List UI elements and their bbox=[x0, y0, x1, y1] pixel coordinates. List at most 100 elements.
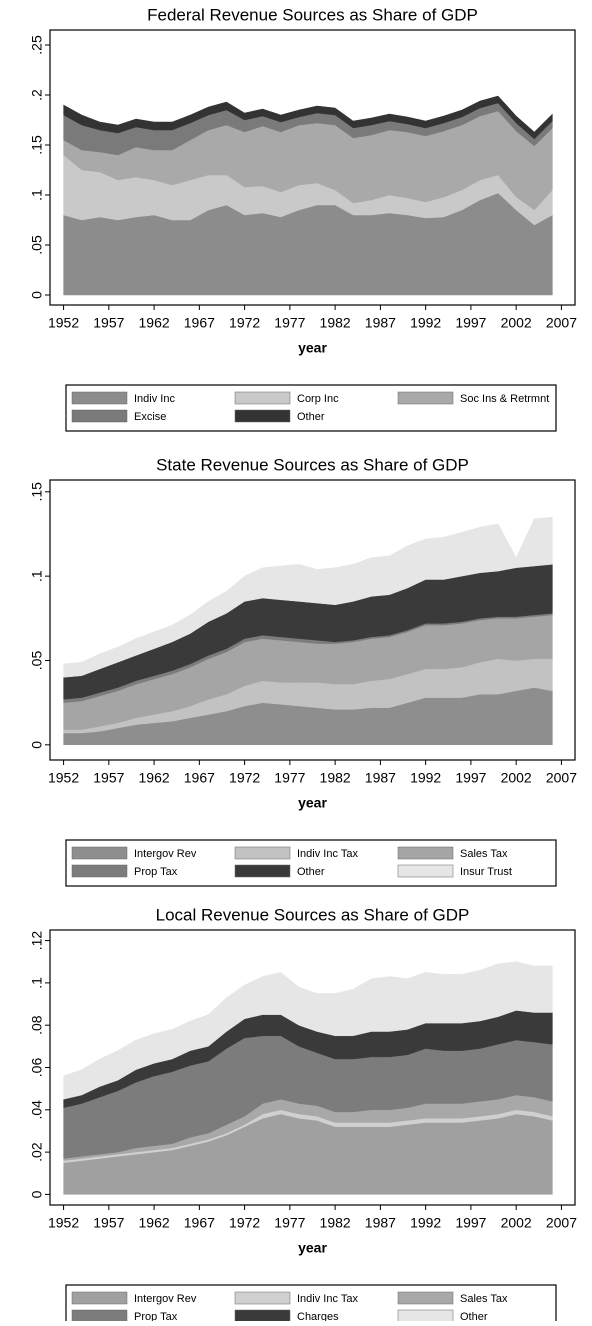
x-tick-label: 2002 bbox=[501, 1215, 532, 1231]
chart-title: Federal Revenue Sources as Share of GDP bbox=[147, 5, 478, 24]
legend-swatch bbox=[71, 846, 128, 860]
x-tick-label: 1967 bbox=[184, 315, 215, 331]
x-tick-label: 1997 bbox=[455, 1215, 486, 1231]
area bbox=[63, 95, 553, 140]
legend-swatch bbox=[397, 1291, 454, 1305]
legend-label: Other bbox=[460, 1311, 488, 1321]
legend-label: Charges bbox=[297, 1311, 339, 1321]
y-tick-label: .15 bbox=[29, 135, 45, 155]
legend-box bbox=[65, 384, 557, 432]
x-tick-label: 2002 bbox=[501, 770, 532, 786]
legend-label: Excise bbox=[134, 411, 166, 423]
legend-swatch bbox=[234, 1291, 291, 1305]
legend-swatch bbox=[234, 864, 291, 878]
x-tick-label: 1952 bbox=[48, 770, 79, 786]
legend-label: Indiv Inc bbox=[134, 393, 175, 405]
x-tick-label: 2007 bbox=[546, 1215, 577, 1231]
x-tick-label: 1982 bbox=[320, 315, 351, 331]
legend-label: Prop Tax bbox=[134, 1311, 178, 1321]
x-tick-label: 1992 bbox=[410, 315, 441, 331]
y-tick-label: .12 bbox=[29, 931, 45, 951]
legend-swatch bbox=[71, 864, 128, 878]
legend-swatch bbox=[397, 864, 454, 878]
x-tick-label: 1962 bbox=[139, 1215, 170, 1231]
legend-swatch bbox=[71, 1309, 128, 1323]
x-tick-label: 1987 bbox=[365, 770, 396, 786]
chart-title: Local Revenue Sources as Share of GDP bbox=[156, 905, 470, 924]
x-tick-label: 1977 bbox=[274, 315, 305, 331]
legend-label: Corp Inc bbox=[297, 393, 339, 405]
legend-swatch bbox=[71, 409, 128, 423]
legend-label: Other bbox=[297, 866, 325, 878]
legend-swatch bbox=[234, 846, 291, 860]
legend-label: Soc Ins & Retrmnt bbox=[460, 393, 549, 405]
x-tick-label: 1962 bbox=[139, 770, 170, 786]
x-tick-label: 1982 bbox=[320, 1215, 351, 1231]
legend-label: Insur Trust bbox=[460, 866, 512, 878]
x-tick-label: 1997 bbox=[455, 770, 486, 786]
legend-label: Indiv Inc Tax bbox=[297, 848, 358, 860]
area bbox=[63, 961, 553, 1100]
plot-frame bbox=[49, 29, 576, 306]
legend-swatch bbox=[71, 391, 128, 405]
x-tick-label: 1987 bbox=[365, 1215, 396, 1231]
x-tick-label: 1952 bbox=[48, 1215, 79, 1231]
legend-label: Other bbox=[297, 411, 325, 423]
x-tick-label: 2002 bbox=[501, 315, 532, 331]
chart-title: State Revenue Sources as Share of GDP bbox=[156, 455, 469, 474]
legend-label: Prop Tax bbox=[134, 866, 178, 878]
x-tick-label: 1957 bbox=[93, 770, 124, 786]
legend-swatch bbox=[234, 409, 291, 423]
y-tick-label: .1 bbox=[29, 570, 45, 582]
x-axis-label: year bbox=[298, 795, 327, 811]
legend-swatch bbox=[397, 846, 454, 860]
x-tick-label: 1987 bbox=[365, 315, 396, 331]
x-tick-label: 2007 bbox=[546, 770, 577, 786]
y-tick-label: .2 bbox=[29, 89, 45, 101]
x-tick-label: 1992 bbox=[410, 1215, 441, 1231]
y-tick-label: .15 bbox=[29, 482, 45, 502]
y-tick-label: .04 bbox=[29, 1100, 45, 1120]
legend-swatch bbox=[397, 1309, 454, 1323]
x-tick-label: 1967 bbox=[184, 1215, 215, 1231]
x-tick-label: 1992 bbox=[410, 770, 441, 786]
y-tick-label: .1 bbox=[29, 977, 45, 989]
x-tick-label: 1982 bbox=[320, 770, 351, 786]
y-tick-label: 0 bbox=[29, 741, 45, 749]
plot-frame bbox=[49, 479, 576, 761]
x-tick-label: 1957 bbox=[93, 1215, 124, 1231]
x-tick-label: 1972 bbox=[229, 315, 260, 331]
x-tick-label: 2007 bbox=[546, 315, 577, 331]
legend-label: Indiv Inc Tax bbox=[297, 1293, 358, 1305]
y-tick-label: .02 bbox=[29, 1142, 45, 1162]
y-tick-label: .06 bbox=[29, 1058, 45, 1078]
legend-swatch bbox=[71, 1291, 128, 1305]
x-axis-label: year bbox=[298, 340, 327, 356]
y-tick-label: 0 bbox=[29, 1190, 45, 1198]
legend-label: Sales Tax bbox=[460, 1293, 508, 1305]
legend-swatch bbox=[234, 1309, 291, 1323]
legend-swatch bbox=[397, 391, 454, 405]
y-tick-label: .08 bbox=[29, 1015, 45, 1035]
legend-label: Intergov Rev bbox=[134, 848, 197, 860]
area bbox=[63, 516, 553, 678]
y-tick-label: 0 bbox=[29, 291, 45, 299]
legend-swatch bbox=[234, 391, 291, 405]
x-tick-label: 1977 bbox=[274, 770, 305, 786]
x-tick-label: 1952 bbox=[48, 315, 79, 331]
legend-label: Sales Tax bbox=[460, 848, 508, 860]
y-tick-label: .25 bbox=[29, 35, 45, 55]
y-tick-label: .1 bbox=[29, 189, 45, 201]
legend-label: Intergov Rev bbox=[134, 1293, 197, 1305]
x-tick-label: 1977 bbox=[274, 1215, 305, 1231]
y-tick-label: .05 bbox=[29, 651, 45, 671]
legend-box bbox=[65, 1284, 557, 1326]
y-tick-label: .05 bbox=[29, 235, 45, 255]
x-tick-label: 1997 bbox=[455, 315, 486, 331]
x-tick-label: 1972 bbox=[229, 770, 260, 786]
x-tick-label: 1962 bbox=[139, 315, 170, 331]
x-tick-label: 1957 bbox=[93, 315, 124, 331]
x-tick-label: 1972 bbox=[229, 1215, 260, 1231]
x-axis-label: year bbox=[298, 1240, 327, 1256]
